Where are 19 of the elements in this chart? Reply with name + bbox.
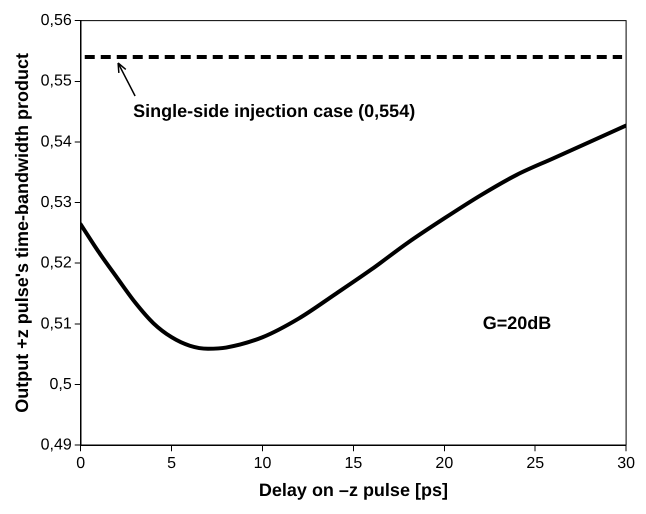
y-tick-label: 0,51 [40,315,72,332]
x-tick-label: 5 [167,455,176,472]
y-tick-label: 0,54 [40,133,72,150]
y-tick-label: 0,53 [40,194,72,211]
y-axis-title: Output +z pulse's time-bandwidth product [12,53,32,413]
y-tick-label: 0,5 [49,376,72,393]
x-tick-label: 25 [526,455,544,472]
x-tick-label: 30 [617,455,636,472]
annotation: G=20dB [482,312,552,333]
x-axis-title: Delay on –z pulse [ps] [258,480,448,500]
y-tick-label: 0,49 [40,436,72,454]
x-tick-label: 0 [76,455,86,472]
x-tick-label: 15 [344,455,362,472]
y-tick-label: 0,56 [40,12,72,30]
x-tick-label: 20 [435,455,454,472]
y-tick-label: 0,55 [40,72,72,90]
x-tick-label: 10 [254,455,272,472]
annotation: Single-side injection case (0,554) [133,100,416,121]
y-tick-label: 0,52 [40,254,72,272]
